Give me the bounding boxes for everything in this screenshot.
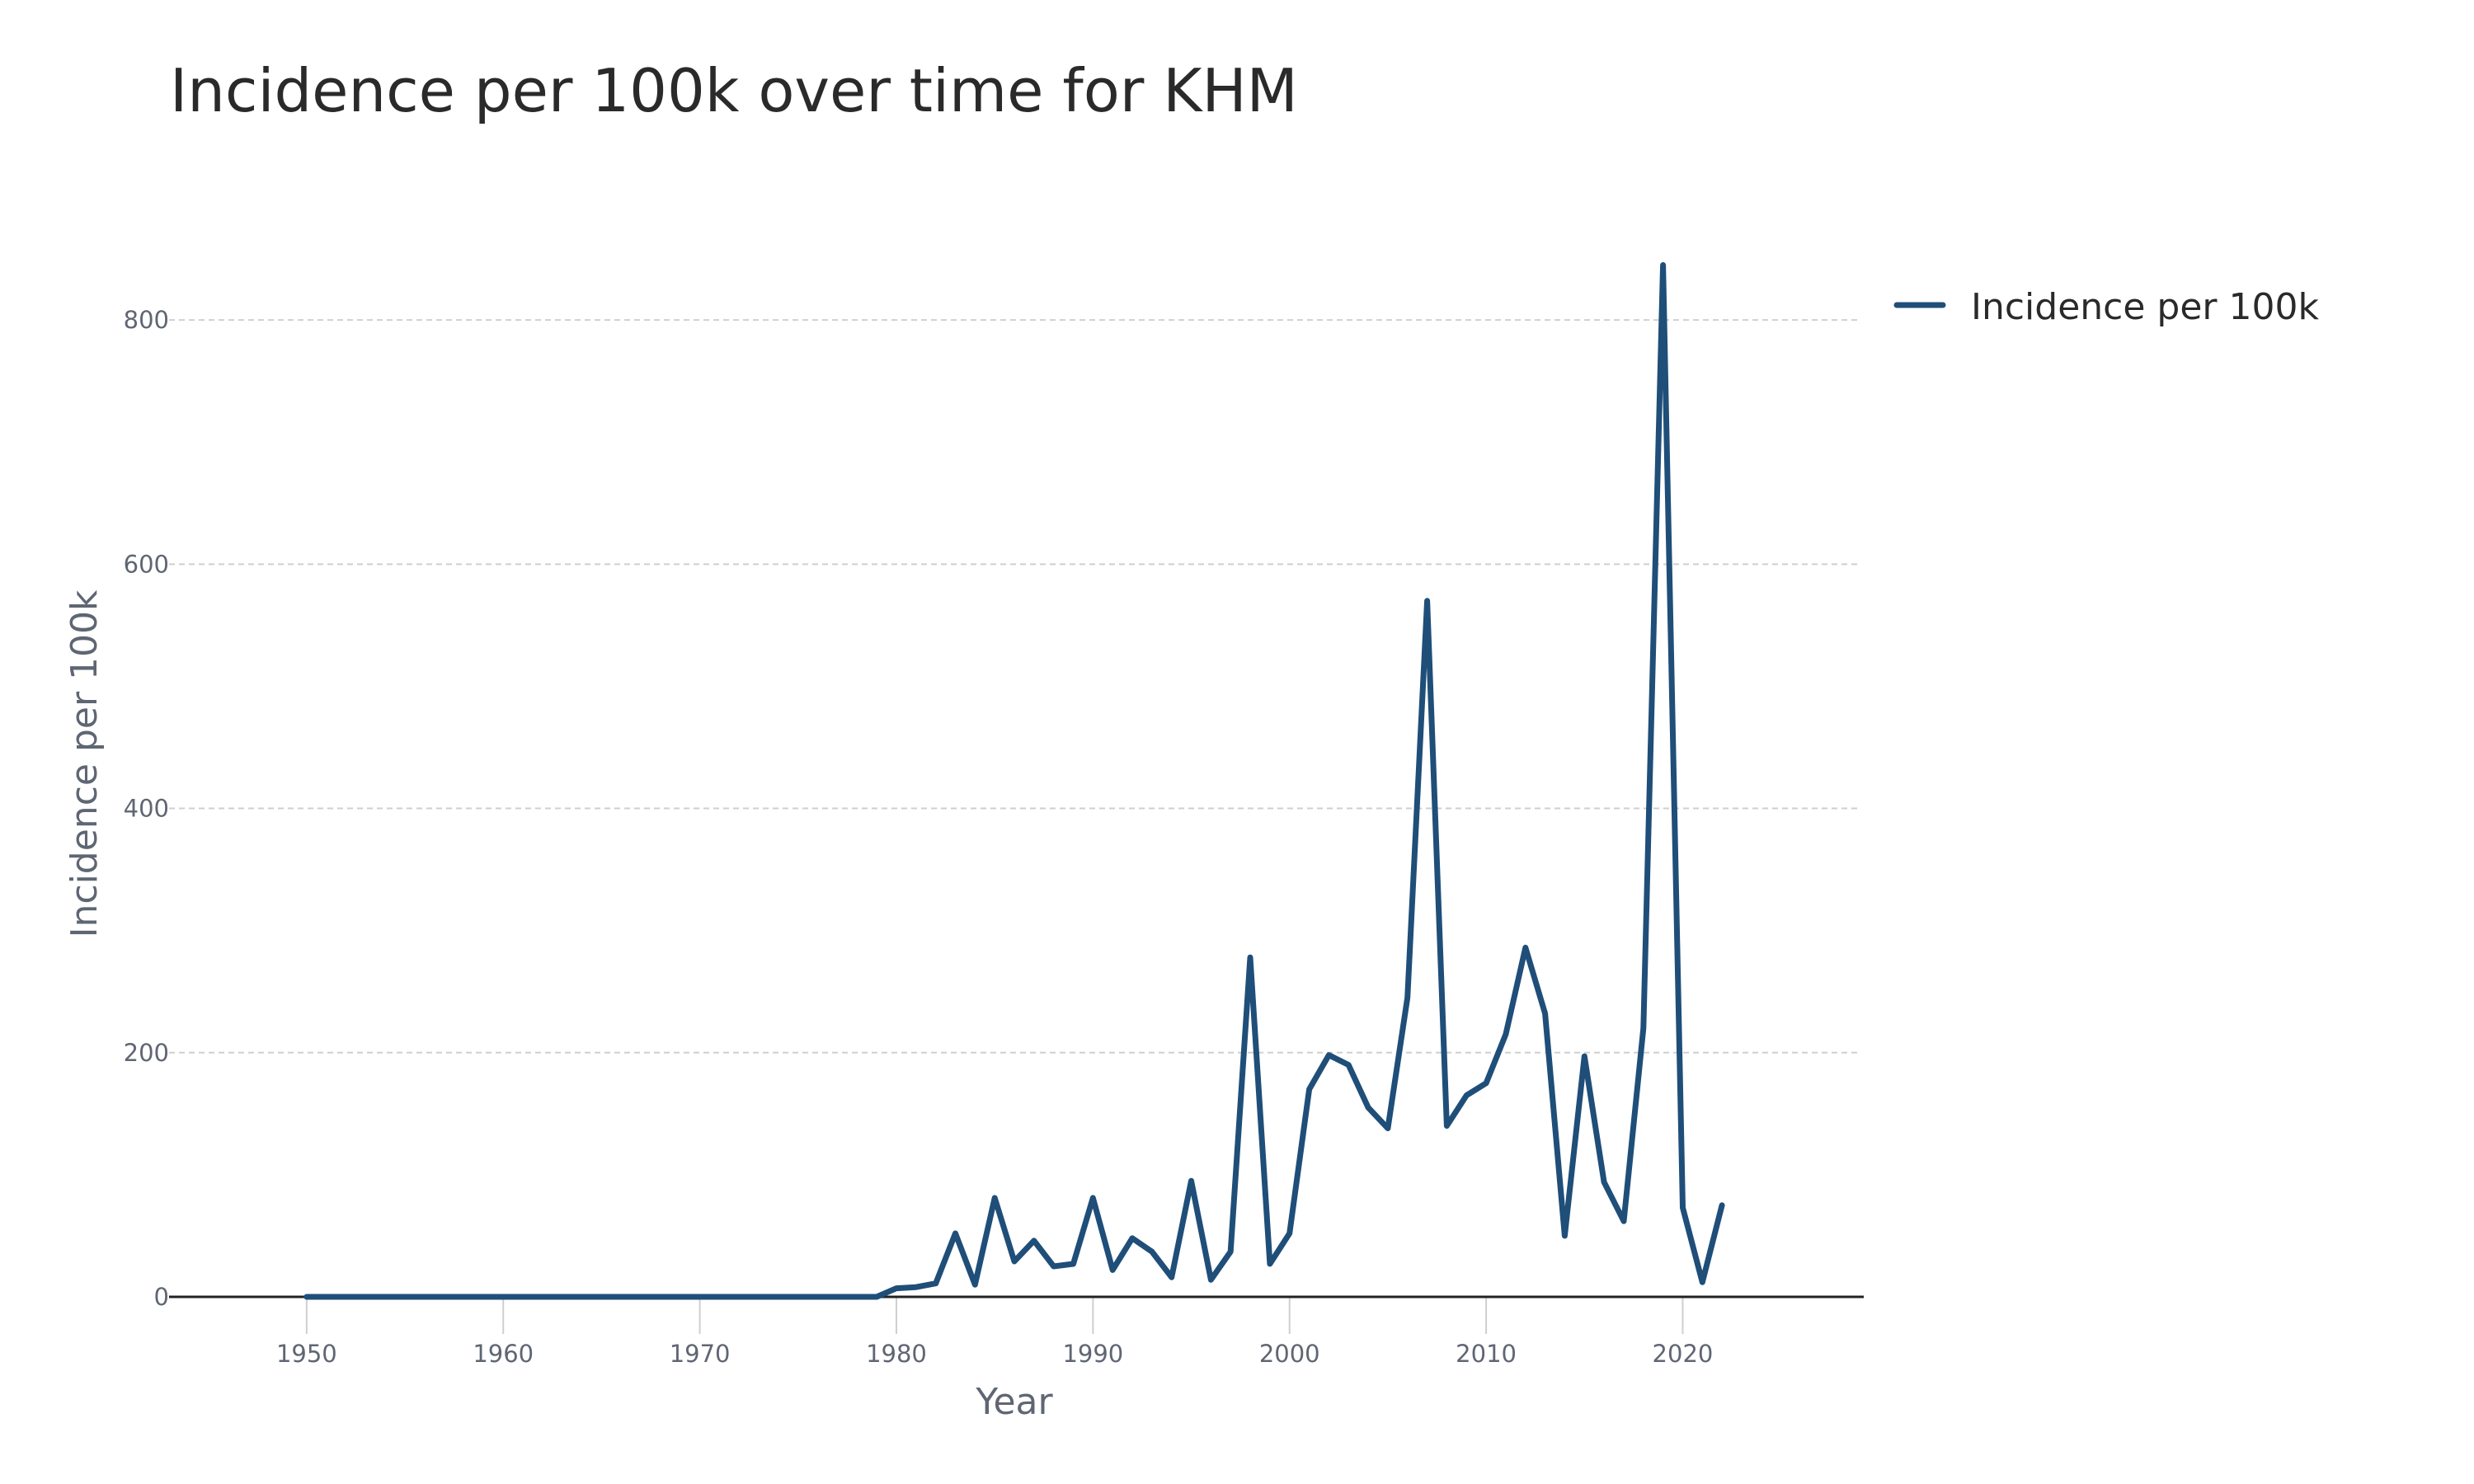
y-tick-label-0: 0 <box>154 1283 169 1311</box>
x-tick-label-1960: 1960 <box>473 1340 534 1368</box>
y-axis-ticks: 0 200 400 600 800 <box>124 306 169 1311</box>
x-tick-label-2000: 2000 <box>1259 1340 1320 1368</box>
x-tick-label-1970: 1970 <box>670 1340 731 1368</box>
y-tick-label-400: 400 <box>124 795 169 823</box>
x-tick-label-2010: 2010 <box>1456 1340 1517 1368</box>
x-axis-title: Year <box>975 1381 1053 1423</box>
grid-lines <box>169 319 1860 1334</box>
legend[interactable]: Incidence per 100k <box>1893 286 2319 328</box>
chart-title: Incidence per 100k over time for KHM <box>170 56 1298 125</box>
x-tick-label-1990: 1990 <box>1062 1340 1123 1368</box>
y-tick-label-200: 200 <box>124 1039 169 1067</box>
series-line-0 <box>303 262 1725 1300</box>
x-tick-label-1950: 1950 <box>276 1340 337 1368</box>
legend-label-incidence: Incidence per 100k <box>1971 286 2319 328</box>
x-tick-label-1980: 1980 <box>866 1340 927 1368</box>
series-layer <box>303 262 1725 1300</box>
y-tick-label-600: 600 <box>124 550 169 578</box>
y-axis-title: Incidence per 100k <box>63 589 106 937</box>
x-tick-label-2020: 2020 <box>1653 1340 1714 1368</box>
x-axis-ticks: 1950 1960 1970 1980 1990 2000 2010 2020 <box>276 1340 1713 1368</box>
y-tick-label-800: 800 <box>124 306 169 334</box>
